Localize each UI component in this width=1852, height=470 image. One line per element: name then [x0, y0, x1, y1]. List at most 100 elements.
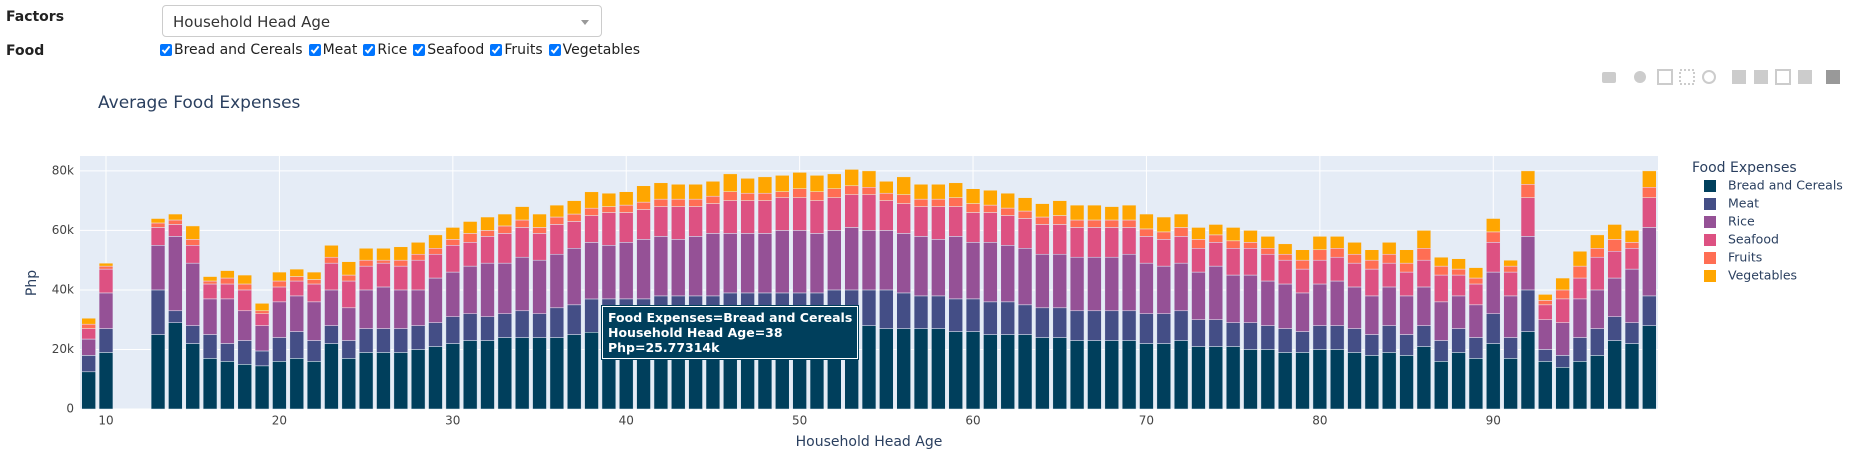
bar-segment [254, 303, 270, 312]
zoom-out-icon[interactable] [1754, 70, 1768, 84]
bar-segment [272, 271, 287, 282]
bar-segment [723, 191, 738, 201]
food-checkbox[interactable]: Seafood [413, 42, 484, 58]
bar-segment [619, 191, 634, 206]
checkbox[interactable] [160, 44, 172, 56]
bar-segment [1260, 236, 1276, 249]
checkbox[interactable] [548, 44, 561, 56]
bar-segment [1555, 355, 1570, 368]
bar-segment [567, 200, 582, 215]
plotly-logo[interactable] [1826, 70, 1840, 84]
checkbox[interactable] [308, 44, 321, 56]
zoom-in-icon[interactable] [1732, 70, 1746, 84]
bar-segment [1191, 319, 1206, 347]
bar-segment [1607, 316, 1622, 341]
bar-segment [757, 200, 773, 234]
bar-segment [220, 343, 235, 362]
bar-segment [1468, 304, 1484, 338]
bar-segment [1277, 283, 1293, 329]
bar-segment [428, 322, 443, 347]
lasso-icon[interactable] [1702, 70, 1716, 84]
bar-segment [1451, 268, 1466, 276]
bar-segment [1624, 343, 1640, 410]
bar-segment [81, 328, 96, 340]
bar-segment [1173, 340, 1189, 410]
y-tick-label: 20k [52, 342, 74, 356]
bar-segment [1364, 334, 1380, 356]
food-checkbox[interactable]: Bread and Cereals [160, 42, 303, 58]
bar-segment [1208, 319, 1223, 347]
tooltip-line: Food Expenses=Bread and Cereals [608, 310, 853, 325]
food-checkbox[interactable]: Rice [363, 42, 407, 58]
bar-segment [931, 295, 946, 329]
bar-segment [1191, 271, 1206, 320]
bar-segment [1277, 243, 1293, 255]
checkbox[interactable] [413, 44, 426, 56]
bar-segment [1434, 301, 1449, 341]
food-checkbox[interactable]: Vegetables [548, 42, 640, 58]
bar-segment [827, 197, 842, 231]
food-checkbox[interactable]: Fruits [490, 42, 543, 58]
bar-segment [601, 206, 617, 213]
chart-title: Average Food Expenses [98, 93, 301, 113]
bar-segment [98, 265, 114, 270]
bar-segment [1572, 298, 1588, 338]
bar-segment [1139, 262, 1154, 315]
pan-icon[interactable] [1657, 69, 1673, 85]
bar-segment [150, 222, 166, 228]
bar-segment [931, 239, 946, 297]
zoom-icon[interactable] [1634, 71, 1646, 83]
bar-segment [965, 298, 981, 332]
bar-segment [168, 219, 183, 225]
bar-segment [619, 204, 634, 213]
bar-segment [1503, 358, 1518, 410]
food-label: Food [6, 43, 45, 59]
checkbox[interactable] [490, 44, 503, 56]
food-checkbox[interactable]: Meat [308, 42, 357, 58]
bar-segment [410, 259, 426, 291]
bar-segment [254, 365, 270, 410]
bar-segment [1225, 227, 1241, 242]
bar-segment [1225, 274, 1241, 323]
factor-dropdown[interactable]: Household Head Age [162, 5, 602, 37]
bar-segment [809, 200, 825, 234]
camera-icon[interactable] [1602, 72, 1616, 83]
bar-segment [1538, 361, 1553, 410]
bar-segment [1156, 265, 1171, 315]
bar-segment [792, 230, 807, 294]
bar-segment [844, 194, 859, 228]
checkbox[interactable] [363, 44, 376, 56]
autoscale-icon[interactable] [1775, 69, 1791, 85]
bar-segment [289, 280, 304, 297]
modebar [1602, 69, 1840, 85]
reset-icon[interactable] [1798, 70, 1812, 84]
bar-segment [913, 184, 929, 200]
bar-segment [1520, 331, 1536, 410]
bar-segment [81, 323, 96, 329]
bar-segment [306, 340, 322, 362]
bar-segment [480, 230, 495, 237]
bar-segment [1035, 203, 1050, 218]
bar-segment [1451, 328, 1466, 353]
bar-segment [1642, 295, 1657, 326]
bar-segment [1538, 294, 1553, 301]
bar-segment [393, 289, 408, 329]
bar-segment [1468, 283, 1484, 306]
bar-segment [965, 242, 981, 300]
bar-segment [931, 206, 946, 240]
bar-segment [1260, 280, 1276, 326]
bar-segment [584, 191, 599, 209]
select-icon[interactable] [1679, 69, 1695, 85]
bar-segment [1347, 286, 1362, 329]
bar-segment [983, 204, 998, 213]
legend-label: Meat [1728, 196, 1759, 211]
bar-segment [306, 301, 322, 341]
bar-segment [931, 328, 946, 410]
bar-segment [237, 274, 252, 285]
bar-segment [532, 227, 547, 234]
bar-segment [1225, 346, 1241, 410]
bar-segment [1416, 346, 1432, 410]
bar-segment [775, 197, 790, 231]
bar-segment [549, 307, 565, 338]
bar-segment [705, 233, 721, 297]
